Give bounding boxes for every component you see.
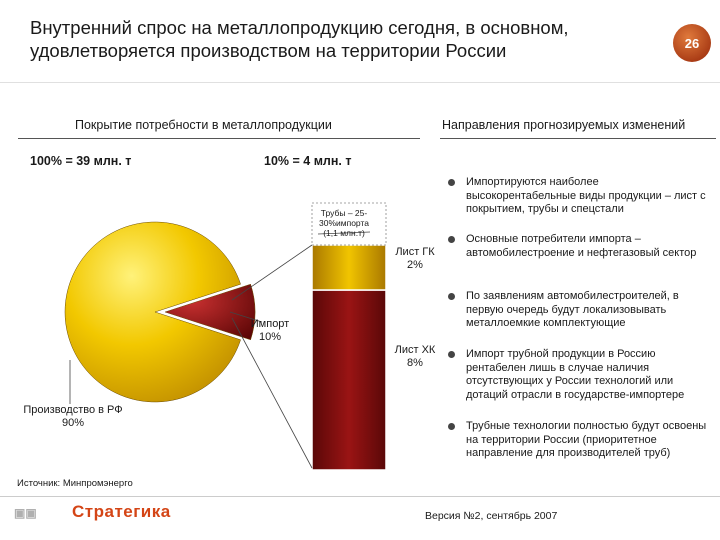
bar-label-hot-rolled-name: Лист ГК	[395, 246, 435, 258]
bar-label-hot-rolled: Лист ГК 2%	[390, 246, 440, 272]
pie-slice-import	[164, 283, 256, 341]
bar-segment-hot-rolled	[311, 244, 387, 291]
title-line-2: удовлетворяется производством на террито…	[30, 40, 507, 61]
bullet-dot-icon	[448, 293, 455, 300]
bullet-dot-icon	[448, 179, 455, 186]
pie-label-production: Производство в РФ 90%	[8, 404, 138, 430]
pipes-callout-line1: Трубы – 25-	[320, 208, 368, 218]
page-number-badge: 26	[673, 24, 711, 62]
right-panel-heading: Направления прогнозируемых изменений	[442, 118, 686, 132]
pipes-callout-box	[311, 202, 387, 246]
page-title: Внутренний спрос на металлопродукцию сег…	[30, 16, 650, 62]
pie-label-production-value: 90%	[61, 417, 85, 429]
pie-slice-production	[64, 221, 241, 403]
bullet-dot-icon	[448, 236, 455, 243]
left-heading-rule	[18, 138, 420, 139]
version-label: Версия №2, сентябрь 2007	[425, 510, 558, 522]
footer-divider	[0, 496, 720, 497]
bar-label-cold-rolled: Лист ХК 8%	[390, 344, 440, 370]
pie-label-import-value: 10%	[258, 331, 282, 343]
logo-mark-icon: ▣▣	[14, 506, 37, 520]
source-note: Источник: Минпромэнерго	[17, 478, 133, 489]
bullet-text: Импортируются наиболее высокорентабельны…	[466, 176, 706, 215]
pie-label-import-name: Импорт	[250, 318, 290, 330]
bullet-dot-icon	[448, 351, 455, 358]
bullet-dot-icon	[448, 423, 455, 430]
bar-label-cold-rolled-value: 8%	[407, 357, 423, 369]
bullet-text: Основные потребители импорта – автомобил…	[466, 233, 697, 259]
bar-label-cold-rolled-name: Лист ХК	[394, 344, 436, 356]
import-leader-line	[229, 311, 263, 323]
pipes-callout-line3: (1,1 млн.т)	[323, 228, 365, 238]
right-heading-rule	[440, 138, 716, 139]
bullet-text: По заявлениям автомобилестроителей, в пе…	[466, 290, 679, 329]
bar-segment-cold-rolled	[311, 289, 387, 471]
pipes-callout: Трубы – 25- 30%импорта (1,1 млн.т)	[310, 208, 378, 238]
stacked-bar-chart	[311, 202, 387, 471]
connector-line-top	[231, 244, 313, 301]
header-divider	[0, 82, 720, 83]
pie-label-production-name: Производство в РФ	[23, 404, 123, 416]
bar-total-label: 10% = 4 млн. т	[264, 154, 352, 168]
bar-label-hot-rolled-value: 2%	[407, 259, 423, 271]
pipes-callout-line2: 30%импорта	[319, 218, 369, 228]
bullet-text: Импорт трубной продукции в Россию рентаб…	[466, 348, 685, 401]
left-panel-heading: Покрытие потребности в металлопродукции	[75, 118, 332, 132]
pie-total-label: 100% = 39 млн. т	[30, 154, 132, 168]
title-line-1: Внутренний спрос на металлопродукцию сег…	[30, 17, 569, 38]
logo-wordmark: Стратегика	[72, 502, 171, 521]
connector-line-bottom	[231, 317, 313, 469]
pipes-leader-line	[317, 231, 371, 235]
company-logo: ▣▣ Стратегика	[14, 502, 170, 524]
bullet-text: Трубные технологии полностью будут освое…	[466, 420, 707, 459]
pie-chart	[64, 221, 256, 403]
pie-label-import: Импорт 10%	[240, 318, 300, 344]
